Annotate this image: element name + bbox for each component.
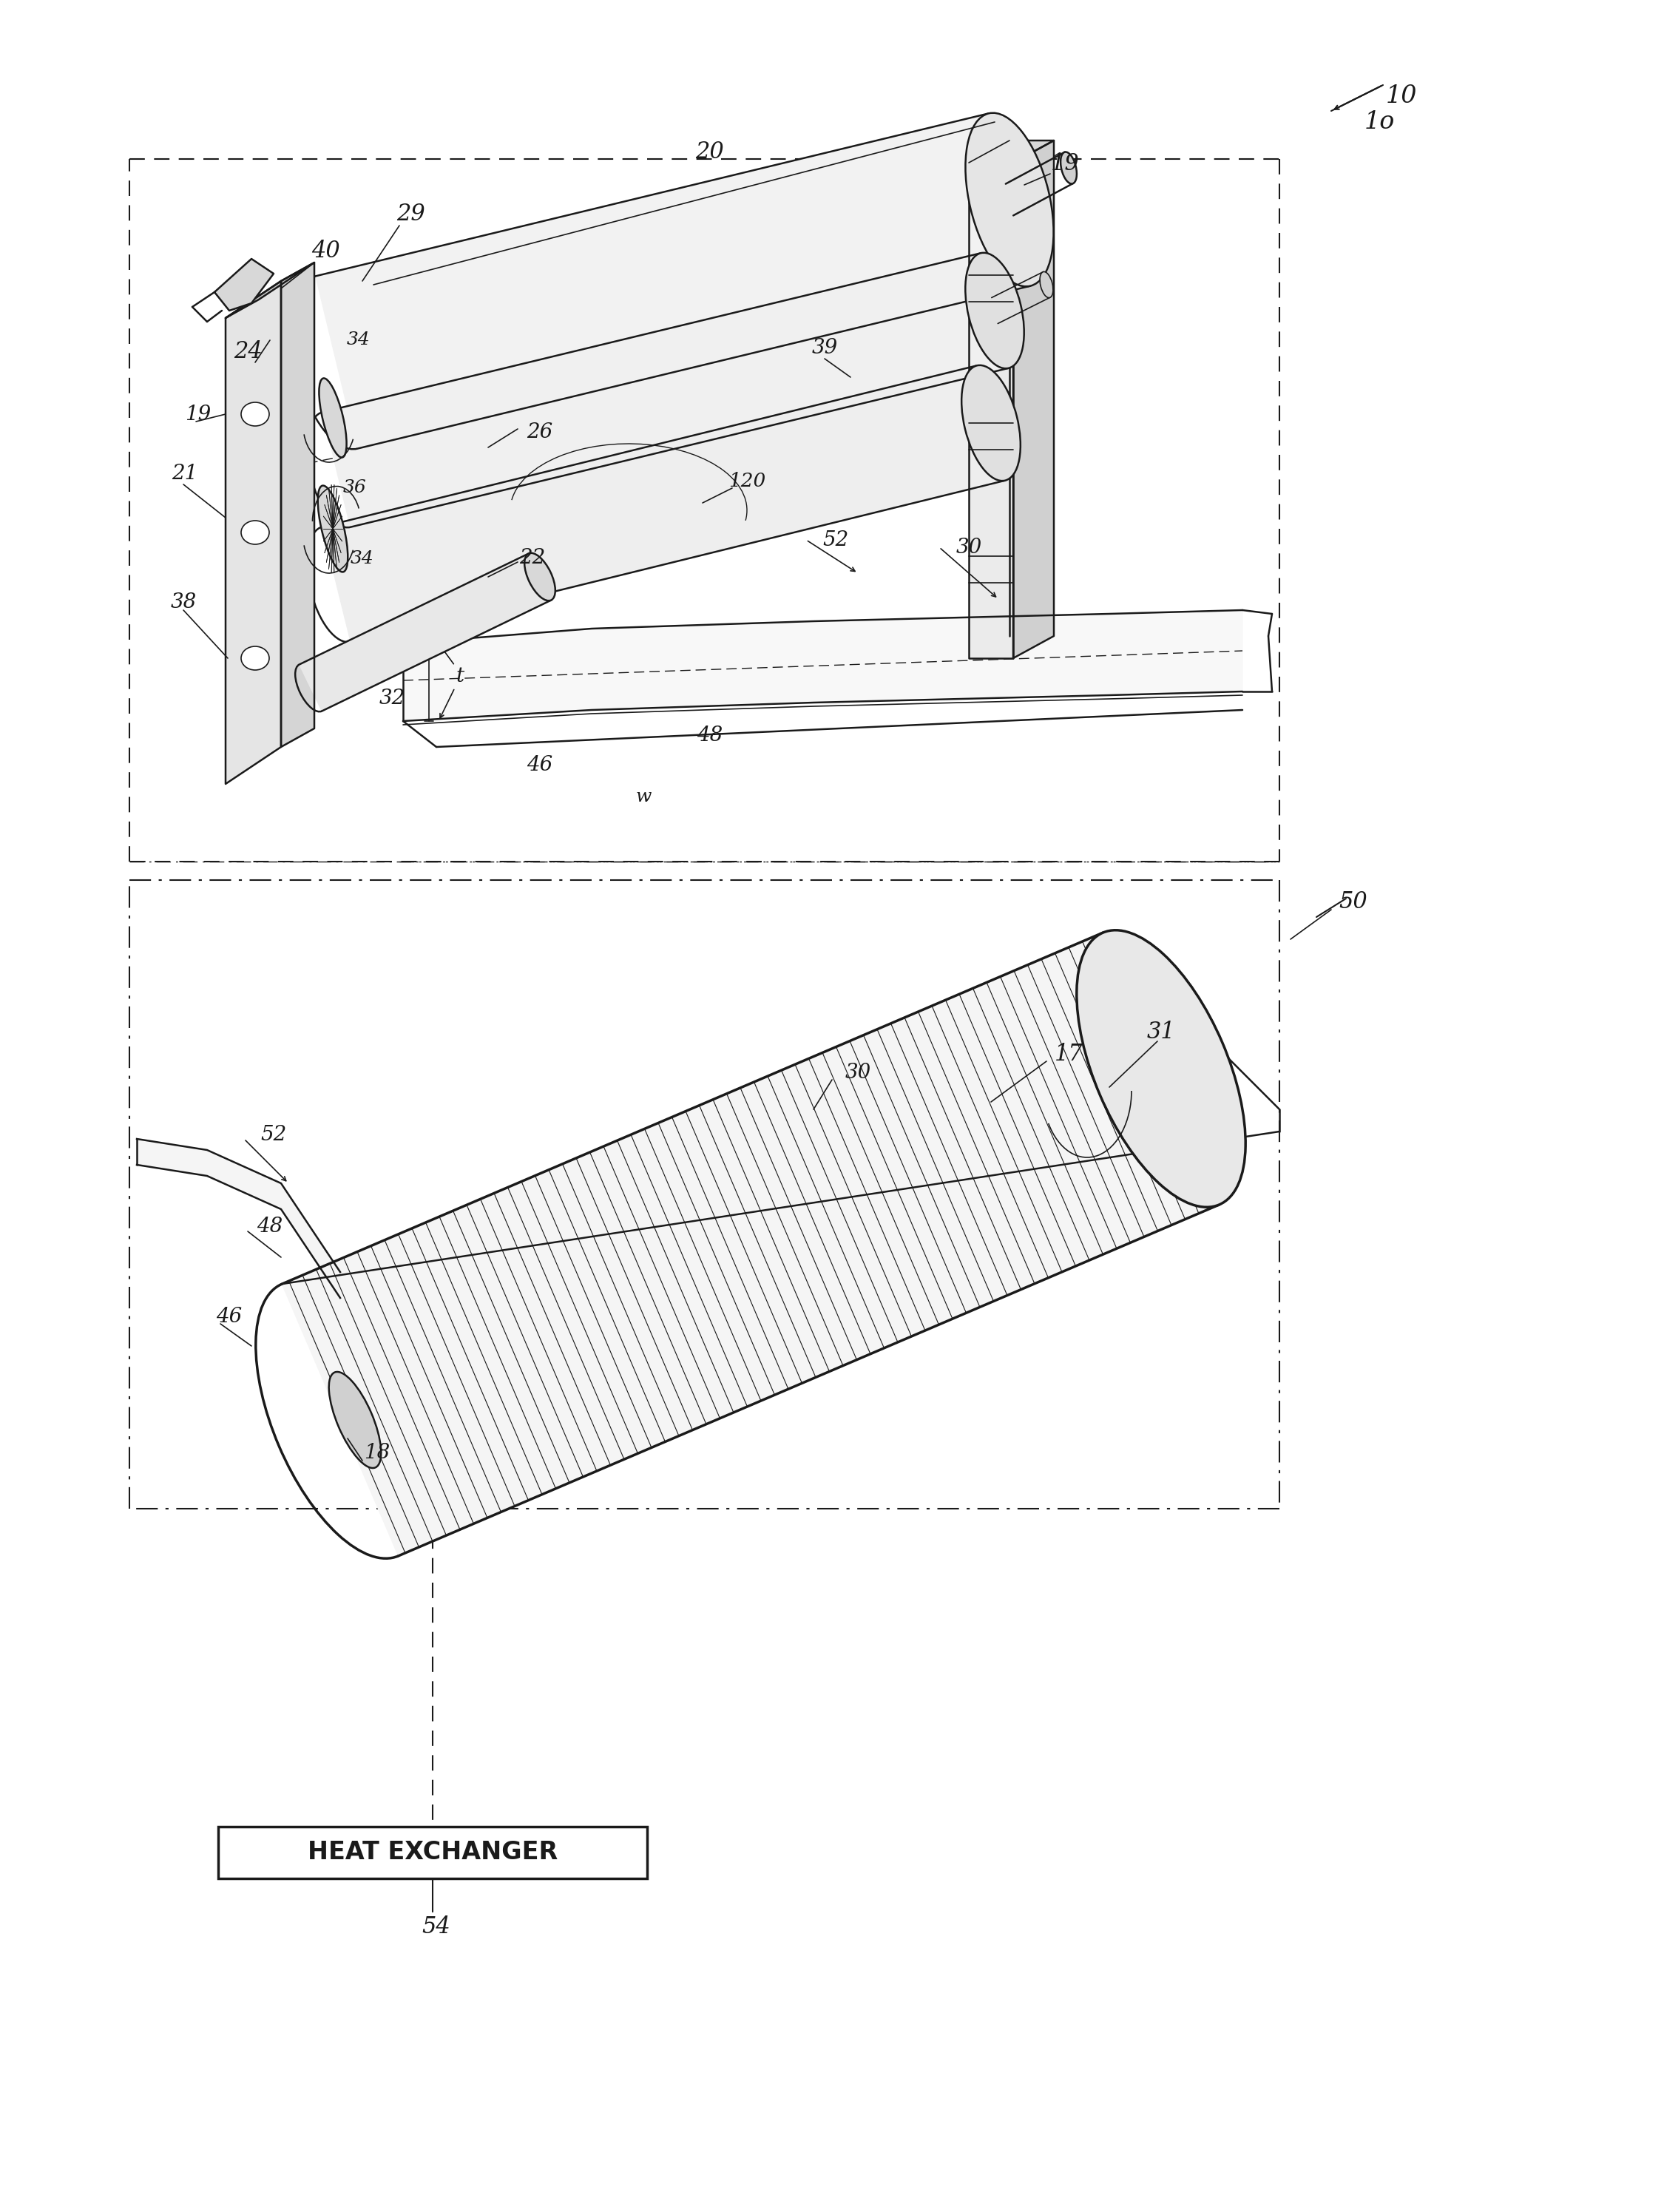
Polygon shape bbox=[323, 365, 1005, 641]
Text: 120: 120 bbox=[729, 471, 765, 489]
Text: 46: 46 bbox=[527, 757, 552, 776]
Text: 30: 30 bbox=[955, 538, 982, 557]
Ellipse shape bbox=[962, 365, 1020, 480]
Polygon shape bbox=[968, 142, 1053, 164]
Text: 46: 46 bbox=[216, 1307, 243, 1327]
Text: 18: 18 bbox=[364, 1442, 389, 1462]
Ellipse shape bbox=[965, 252, 1023, 369]
Text: w: w bbox=[636, 790, 651, 805]
Text: 19: 19 bbox=[185, 405, 211, 425]
Ellipse shape bbox=[241, 646, 270, 670]
Polygon shape bbox=[403, 611, 1243, 721]
Polygon shape bbox=[968, 164, 1013, 659]
Ellipse shape bbox=[524, 553, 556, 602]
FancyBboxPatch shape bbox=[218, 1827, 647, 1878]
Text: 1o: 1o bbox=[1364, 111, 1394, 135]
Text: 17: 17 bbox=[1055, 1042, 1083, 1066]
Ellipse shape bbox=[319, 378, 346, 458]
Text: 31: 31 bbox=[1146, 1020, 1175, 1044]
Text: 40: 40 bbox=[311, 239, 339, 263]
Text: 48: 48 bbox=[256, 1217, 283, 1237]
Polygon shape bbox=[1013, 142, 1053, 659]
Text: 39: 39 bbox=[812, 338, 837, 358]
Polygon shape bbox=[281, 933, 1220, 1555]
Ellipse shape bbox=[1060, 153, 1077, 184]
Text: 29: 29 bbox=[396, 204, 424, 226]
Polygon shape bbox=[300, 553, 551, 710]
Text: 10: 10 bbox=[1386, 84, 1418, 108]
Text: 50: 50 bbox=[1340, 891, 1368, 914]
Text: 48: 48 bbox=[697, 726, 722, 745]
Text: 19: 19 bbox=[1050, 153, 1080, 175]
Text: 26: 26 bbox=[527, 422, 552, 442]
Text: 22: 22 bbox=[519, 549, 546, 568]
Text: 30: 30 bbox=[845, 1062, 870, 1082]
Ellipse shape bbox=[1040, 272, 1053, 299]
Ellipse shape bbox=[965, 113, 1053, 285]
Ellipse shape bbox=[241, 403, 270, 427]
Text: 24: 24 bbox=[233, 341, 263, 363]
Polygon shape bbox=[226, 263, 314, 319]
Text: 34: 34 bbox=[351, 551, 374, 566]
Text: 34: 34 bbox=[348, 332, 371, 349]
Ellipse shape bbox=[241, 520, 270, 544]
Text: 54: 54 bbox=[423, 1916, 451, 1938]
Polygon shape bbox=[323, 252, 1008, 526]
Ellipse shape bbox=[329, 1371, 381, 1469]
Polygon shape bbox=[226, 281, 281, 783]
Text: t: t bbox=[456, 666, 464, 686]
Text: 52: 52 bbox=[261, 1126, 286, 1146]
Polygon shape bbox=[316, 113, 1030, 449]
Polygon shape bbox=[215, 259, 273, 310]
Text: 36: 36 bbox=[343, 480, 366, 498]
Text: 21: 21 bbox=[171, 462, 198, 482]
Text: 52: 52 bbox=[822, 531, 849, 551]
Text: 32: 32 bbox=[379, 688, 404, 708]
Text: HEAT EXCHANGER: HEAT EXCHANGER bbox=[308, 1840, 557, 1865]
Ellipse shape bbox=[318, 487, 348, 573]
Ellipse shape bbox=[1077, 931, 1246, 1208]
Text: 38: 38 bbox=[170, 593, 196, 613]
Text: 20: 20 bbox=[696, 139, 724, 164]
Polygon shape bbox=[281, 263, 314, 748]
Polygon shape bbox=[136, 1139, 339, 1298]
